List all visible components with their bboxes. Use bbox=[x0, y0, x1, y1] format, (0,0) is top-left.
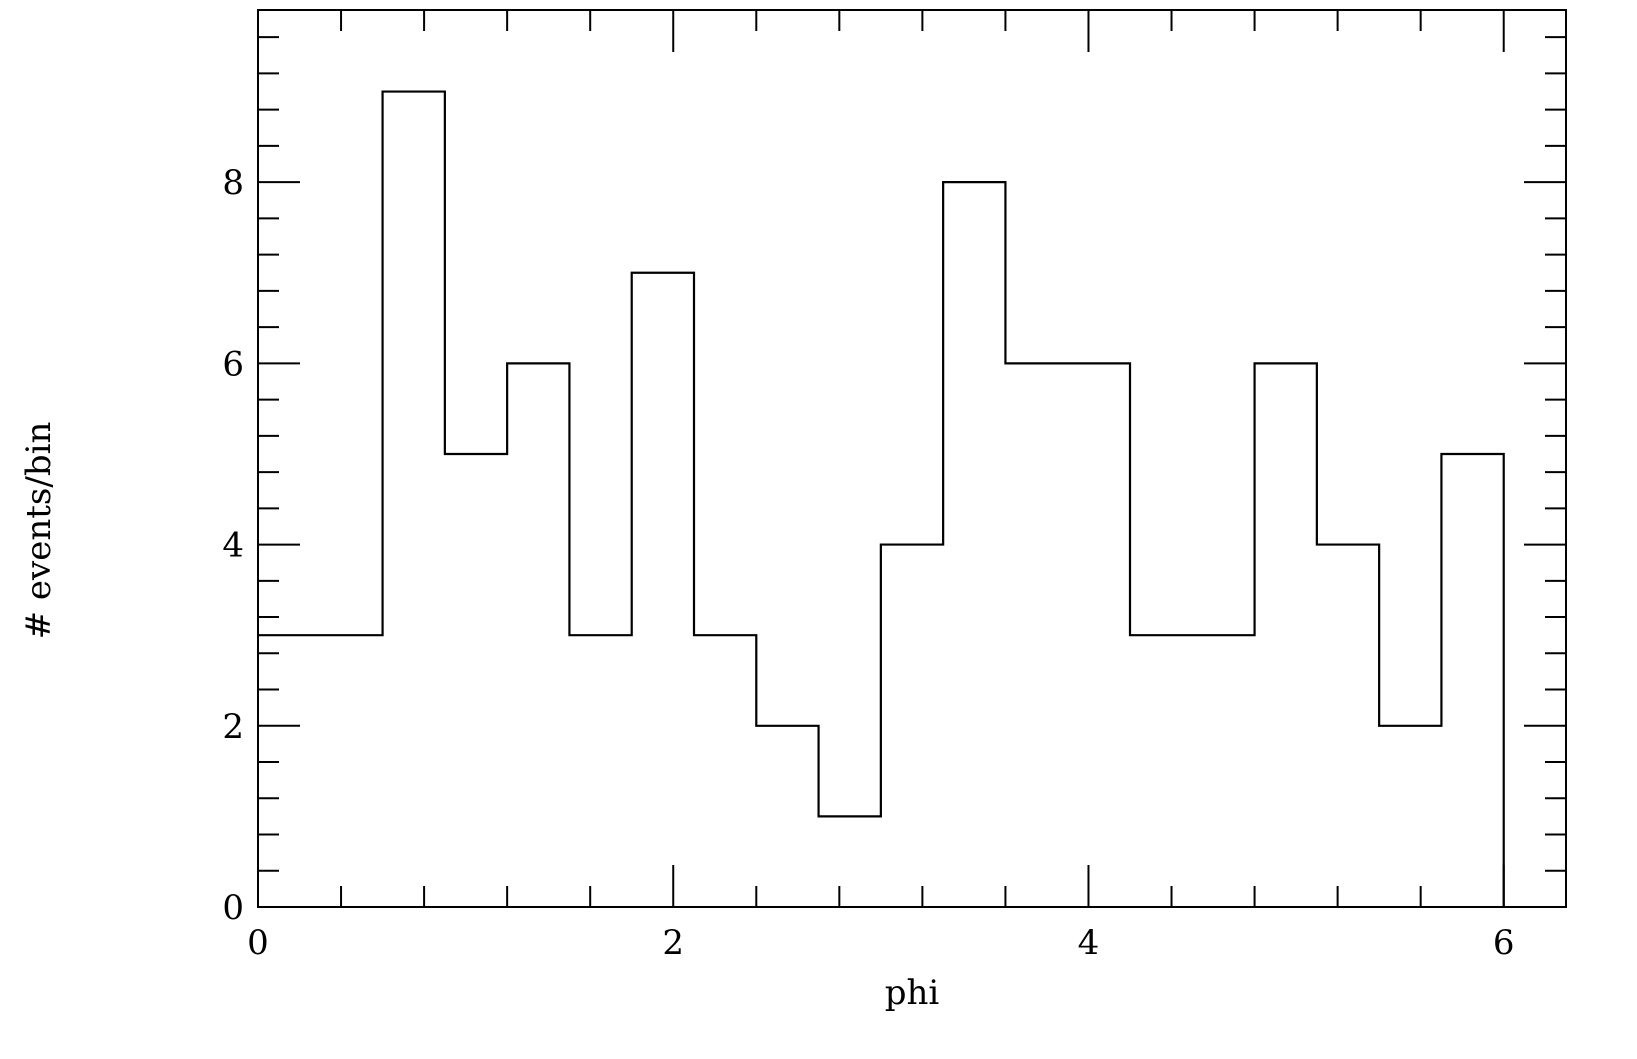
x-tick-label: 6 bbox=[1493, 923, 1515, 963]
x-tick-label: 4 bbox=[1078, 923, 1100, 963]
x-tick-label: 2 bbox=[662, 923, 684, 963]
tick-labels: 0 2 4 6 0 2 4 6 8 bbox=[222, 163, 1514, 963]
x-axis-label: phi bbox=[885, 973, 940, 1013]
plot-frame bbox=[257, 9, 1567, 908]
histogram-series bbox=[258, 90, 1505, 907]
axis-ticks bbox=[257, 10, 1566, 908]
y-tick-label: 0 bbox=[222, 888, 244, 928]
y-tick-label: 2 bbox=[222, 707, 244, 747]
x-tick-label: 0 bbox=[247, 923, 269, 963]
y-axis-label: # events/bin bbox=[19, 422, 59, 640]
y-tick-label: 8 bbox=[222, 163, 244, 203]
y-tick-label: 4 bbox=[222, 526, 244, 566]
y-tick-label: 6 bbox=[222, 344, 244, 384]
